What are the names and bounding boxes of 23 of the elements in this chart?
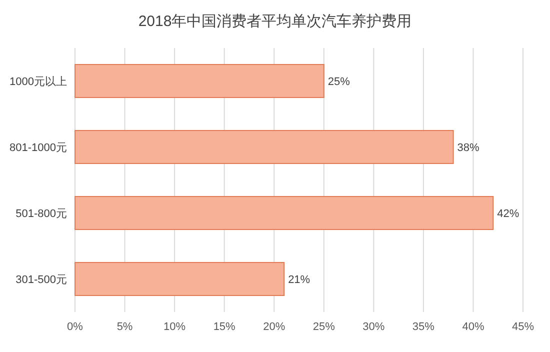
bar [74,262,285,296]
chart-title: 2018年中国消费者平均单次汽车养护费用 [138,13,412,30]
x-tick-label: 45% [512,321,534,333]
x-tick-label: 15% [213,321,236,333]
x-tick-label: 20% [263,321,286,333]
data-label: 21% [288,274,310,286]
y-tick-label: 301-500元 [16,274,67,286]
data-label: 38% [457,142,480,154]
x-tick-label: 0% [67,321,84,333]
y-tick-label: 801-1000元 [10,142,67,154]
bar [74,196,494,230]
bar [74,130,454,164]
x-tick-label: 35% [412,321,435,333]
x-tick-label: 10% [164,321,186,333]
y-tick-label: 1000元以上 [10,75,67,88]
bar [74,64,324,98]
x-tick-label: 40% [462,321,484,333]
x-tick-label: 30% [362,321,385,333]
data-label: 25% [328,76,350,88]
x-tick-label: 25% [312,321,336,333]
x-tick-label: 5% [116,321,133,333]
data-label: 42% [497,208,520,220]
y-tick-label: 501-800元 [16,208,67,220]
